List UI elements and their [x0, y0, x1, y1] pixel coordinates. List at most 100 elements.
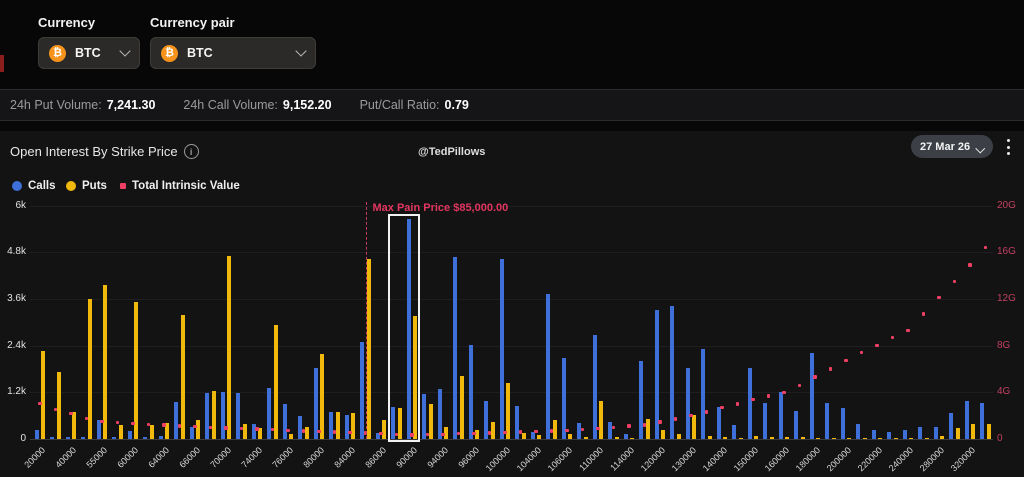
put-volume-value: 7,241.30: [106, 98, 156, 112]
puts-bar: [878, 438, 883, 439]
calls-bar: [453, 257, 458, 439]
intrinsic-dot: [534, 429, 538, 434]
intrinsic-dot: [100, 419, 104, 424]
left-axis-tick: 1.2k: [7, 386, 26, 398]
puts-bar: [661, 430, 666, 439]
puts-bar: [413, 316, 418, 439]
btc-icon: ₿: [161, 44, 178, 62]
puts-bar: [909, 438, 914, 439]
x-tick-label: 96000: [456, 445, 482, 470]
puts-bar: [41, 351, 46, 439]
gridline: [30, 298, 993, 300]
intrinsic-dot: [84, 416, 89, 421]
gridline: [30, 345, 993, 347]
calls-bar: [794, 410, 799, 439]
puts-bar: [320, 354, 325, 439]
calls-swatch: [12, 181, 22, 191]
calls-bar: [933, 426, 938, 439]
puts-bar: [552, 419, 557, 439]
puts-bar: [568, 434, 573, 439]
currency-pair-label: Currency pair: [150, 15, 235, 30]
calls-bar: [158, 435, 163, 439]
calls-bar: [360, 341, 365, 439]
calls-bar: [189, 427, 194, 439]
intrinsic-dot: [828, 367, 833, 371]
calls-bar: [406, 219, 411, 439]
x-tick-label: 140000: [700, 445, 730, 474]
calls-bar: [902, 430, 907, 439]
left-axis-tick: 4.8k: [7, 246, 26, 258]
chart-title-row: Open Interest By Strike Price i: [10, 144, 199, 159]
puts-bar: [769, 437, 774, 439]
intrinsic-dot: [363, 431, 368, 435]
calls-bar: [825, 403, 830, 439]
x-tick-label: 110000: [577, 445, 606, 473]
kebab-menu-icon[interactable]: [1003, 139, 1013, 155]
calls-bar: [577, 423, 582, 439]
puts-bar: [707, 435, 712, 439]
intrinsic-dot: [53, 407, 58, 411]
put-call-ratio-value: 0.79: [444, 98, 469, 112]
calls-bar: [298, 416, 303, 439]
puts-bar: [242, 424, 247, 439]
calls-bar: [871, 430, 876, 439]
currency-select[interactable]: ₿ BTC: [38, 37, 140, 69]
puts-bar: [676, 434, 681, 439]
currency-pair-select[interactable]: ₿ BTC: [150, 37, 316, 69]
intrinsic-dot: [580, 427, 585, 432]
x-tick-label: 20000: [22, 445, 48, 470]
x-tick-label: 60000: [115, 445, 141, 470]
x-tick-label: 130000: [669, 445, 699, 474]
info-icon[interactable]: i: [183, 144, 199, 159]
expiry-date-select[interactable]: 27 Mar 26: [911, 135, 993, 158]
puts-bar: [227, 256, 232, 439]
calls-bar: [127, 431, 132, 439]
puts-bar: [444, 427, 449, 439]
intrinsic-dot: [162, 423, 166, 427]
calls-bar: [112, 436, 117, 439]
puts-bar: [630, 437, 635, 439]
calls-bar: [840, 408, 845, 439]
x-tick-label: 240000: [886, 445, 916, 474]
x-tick-label: 64000: [146, 445, 172, 470]
calls-bar: [267, 388, 272, 439]
intrinsic-dot: [286, 428, 290, 432]
x-tick-label: 70000: [208, 445, 234, 470]
intrinsic-dot: [921, 312, 926, 316]
put-call-ratio-label: Put/Call Ratio:: [359, 98, 440, 112]
puts-bar: [831, 438, 836, 439]
legend-item-intrinsic[interactable]: Total Intrinsic Value: [120, 180, 240, 192]
calls-bar: [639, 360, 644, 439]
puts-bar: [614, 437, 619, 439]
right-axis-tick: 0: [997, 433, 1003, 444]
intrinsic-dot: [38, 401, 42, 406]
legend-item-puts[interactable]: Puts: [66, 180, 107, 192]
legend-calls-label: Calls: [28, 180, 56, 192]
calls-bar: [437, 389, 442, 439]
puts-swatch: [66, 181, 76, 191]
intrinsic-dot: [627, 424, 631, 428]
x-tick-label: 114000: [608, 445, 637, 473]
puts-bar: [351, 412, 356, 439]
intrinsic-dot: [472, 432, 476, 436]
x-tick-label: 320000: [948, 445, 978, 474]
puts-bar: [459, 376, 464, 439]
puts-bar: [645, 418, 650, 439]
calls-bar: [623, 434, 628, 439]
calls-bar: [468, 345, 473, 439]
x-tick-label: 200000: [824, 445, 854, 474]
x-tick-label: 220000: [855, 445, 885, 474]
legend-item-calls[interactable]: Calls: [12, 180, 56, 192]
x-tick-label: 84000: [332, 445, 358, 470]
calls-bar: [282, 404, 287, 439]
calls-bar: [856, 424, 861, 439]
puts-bar: [87, 299, 92, 439]
calls-bar: [685, 368, 690, 439]
intrinsic-dot: [720, 405, 724, 410]
x-tick-label: 66000: [177, 445, 203, 470]
intrinsic-dot: [875, 343, 879, 348]
puts-bar: [785, 436, 790, 439]
edge-red-marker: [0, 55, 4, 72]
chart-title: Open Interest By Strike Price: [10, 144, 178, 159]
